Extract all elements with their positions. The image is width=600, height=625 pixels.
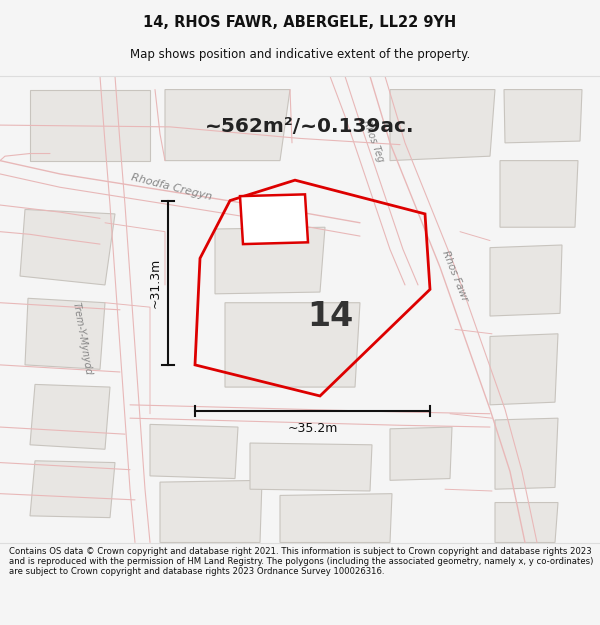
Polygon shape	[20, 209, 115, 285]
Polygon shape	[280, 494, 392, 542]
Text: 14: 14	[307, 299, 353, 332]
Text: ~35.2m: ~35.2m	[287, 422, 338, 435]
Text: Rhodfa Cregyn: Rhodfa Cregyn	[130, 173, 213, 202]
Polygon shape	[160, 481, 262, 542]
Polygon shape	[490, 334, 558, 405]
Polygon shape	[495, 418, 558, 489]
Polygon shape	[500, 161, 578, 228]
Text: Map shows position and indicative extent of the property.: Map shows position and indicative extent…	[130, 48, 470, 61]
Polygon shape	[240, 194, 308, 244]
Text: Rhos Fawr: Rhos Fawr	[440, 249, 470, 303]
Polygon shape	[215, 228, 325, 294]
Text: 14, RHOS FAWR, ABERGELE, LL22 9YH: 14, RHOS FAWR, ABERGELE, LL22 9YH	[143, 16, 457, 31]
Polygon shape	[25, 298, 105, 369]
Polygon shape	[390, 427, 452, 481]
Text: ~562m²/~0.139ac.: ~562m²/~0.139ac.	[205, 118, 415, 136]
Text: Trem-Y-Mynydd: Trem-Y-Mynydd	[71, 301, 94, 376]
Polygon shape	[30, 384, 110, 449]
Text: Contains OS data © Crown copyright and database right 2021. This information is : Contains OS data © Crown copyright and d…	[9, 547, 593, 576]
Text: ~31.3m: ~31.3m	[149, 258, 162, 308]
Polygon shape	[495, 503, 558, 542]
Polygon shape	[30, 461, 115, 518]
Polygon shape	[250, 443, 372, 491]
Polygon shape	[390, 89, 495, 161]
Polygon shape	[504, 89, 582, 143]
Polygon shape	[225, 302, 360, 387]
Polygon shape	[490, 245, 562, 316]
Text: Rhos Teg: Rhos Teg	[361, 119, 385, 164]
Polygon shape	[165, 89, 290, 161]
Polygon shape	[150, 424, 238, 479]
Polygon shape	[30, 89, 150, 161]
